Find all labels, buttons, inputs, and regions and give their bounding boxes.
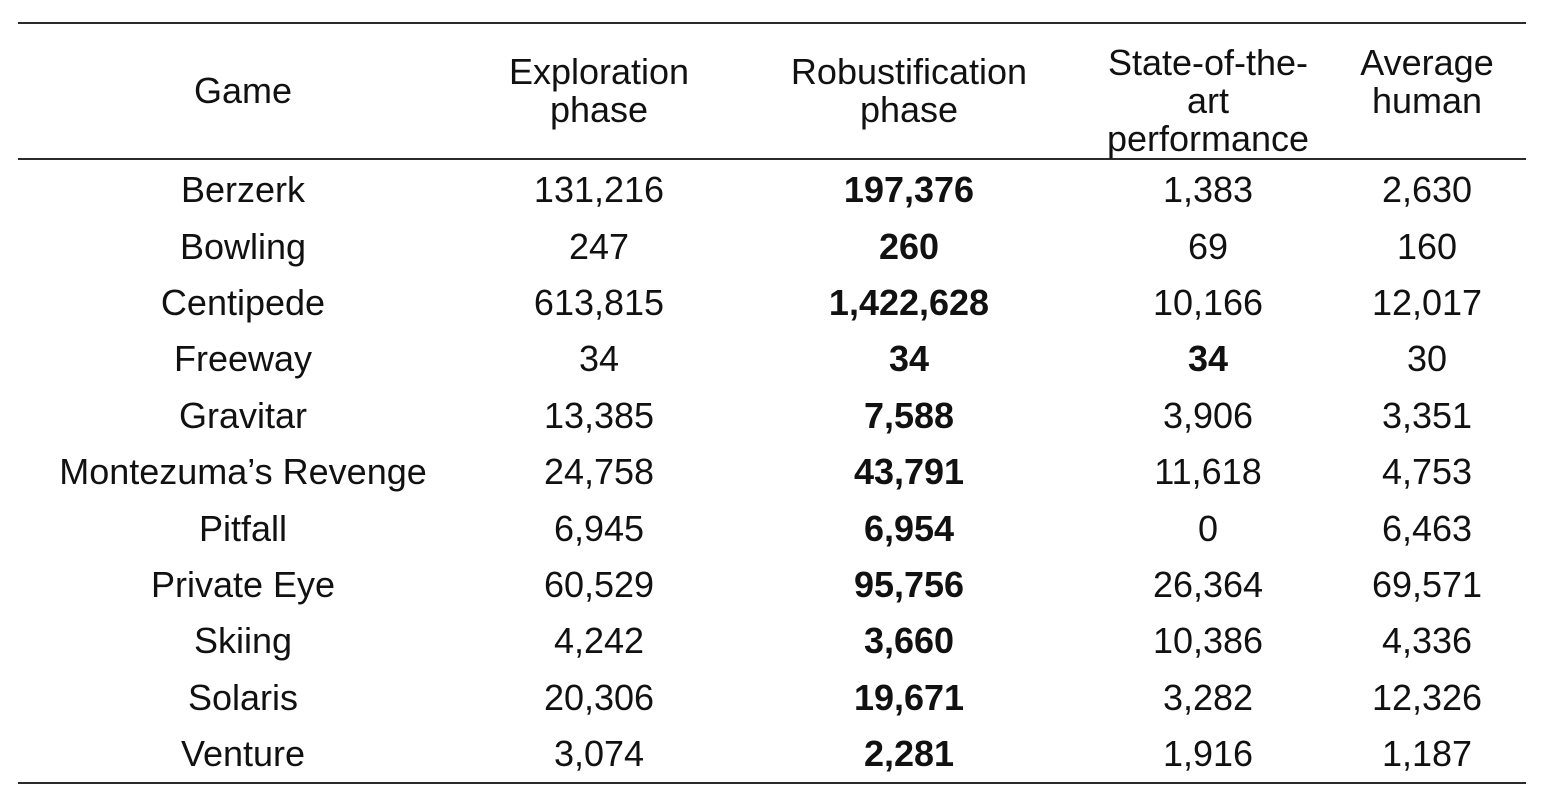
cell-human: 6,463 xyxy=(1381,507,1473,549)
cell-sota: 26,364 xyxy=(1152,563,1264,605)
table-row: Berzerk 131,216 197,376 1,383 2,630 xyxy=(18,159,1526,218)
cell-human: 30 xyxy=(1406,338,1448,380)
cell-exploration: 131,216 xyxy=(533,169,665,211)
cell-robustification: 1,422,628 xyxy=(828,281,990,323)
cell-game: Berzerk xyxy=(180,169,306,211)
cell-sota: 34 xyxy=(1187,338,1229,380)
cell-human: 2,630 xyxy=(1381,169,1473,211)
cell-human: 12,326 xyxy=(1371,676,1483,718)
table-row: Bowling 247 260 69 160 xyxy=(18,218,1526,274)
header-human-line-2: human xyxy=(1371,80,1483,121)
table-row: Gravitar 13,385 7,588 3,906 3,351 xyxy=(18,388,1526,444)
cell-game: Pitfall xyxy=(198,507,288,549)
header-robustification-line-1: Robustification xyxy=(790,51,1028,92)
cell-robustification: 7,588 xyxy=(863,394,955,436)
table-row: Montezuma’s Revenge 24,758 43,791 11,618 4,7… xyxy=(18,444,1526,500)
cell-exploration: 613,815 xyxy=(533,281,665,323)
header-robustification-phase: Robustification phase xyxy=(730,23,1088,159)
cell-human: 4,336 xyxy=(1381,620,1473,662)
header-exploration-line-1: Exploration xyxy=(508,51,690,92)
cell-human: 160 xyxy=(1396,225,1458,267)
results-table: Game Exploration phase Robustification p… xyxy=(18,22,1526,784)
cell-game: Solaris xyxy=(187,676,299,718)
cell-game: Skiing xyxy=(193,620,293,662)
cell-robustification: 3,660 xyxy=(863,620,955,662)
cell-robustification: 95,756 xyxy=(853,563,965,605)
cell-robustification: 197,376 xyxy=(843,169,975,211)
header-average-human: Average human xyxy=(1328,23,1526,159)
results-table-container: Game Exploration phase Robustification p… xyxy=(18,22,1526,784)
header-game: Game xyxy=(18,23,468,159)
table-row: Venture 3,074 2,281 1,916 1,187 xyxy=(18,726,1526,784)
cell-sota: 11,618 xyxy=(1154,451,1262,493)
cell-exploration: 24,758 xyxy=(543,451,655,493)
header-exploration-line-2: phase xyxy=(549,89,649,130)
cell-game: Bowling xyxy=(179,225,307,267)
cell-game: Freeway xyxy=(173,338,313,380)
cell-exploration: 20,306 xyxy=(543,676,655,718)
cell-exploration: 34 xyxy=(578,338,620,380)
cell-human: 12,017 xyxy=(1371,281,1483,323)
cell-exploration: 247 xyxy=(568,225,630,267)
table-row: Centipede 613,815 1,422,628 10,166 12,017 xyxy=(18,275,1526,331)
table-row: Solaris 20,306 19,671 3,282 12,326 xyxy=(18,670,1526,726)
cell-human: 69,571 xyxy=(1371,563,1483,605)
cell-human: 1,187 xyxy=(1381,733,1473,775)
cell-human: 3,351 xyxy=(1381,394,1473,436)
header-row: Game Exploration phase Robustification p… xyxy=(18,23,1526,159)
header-robustification-line-2: phase xyxy=(859,89,959,130)
cell-sota: 1,916 xyxy=(1162,733,1254,775)
cell-robustification: 2,281 xyxy=(863,733,955,775)
table-header: Game Exploration phase Robustification p… xyxy=(18,23,1526,159)
cell-game: Montezuma’s Revenge xyxy=(59,451,427,493)
cell-robustification: 43,791 xyxy=(853,451,965,493)
cell-sota: 10,386 xyxy=(1152,620,1264,662)
cell-game: Gravitar xyxy=(178,394,308,436)
header-game-line-1: Game xyxy=(193,70,293,111)
table-row: Pitfall 6,945 6,954 0 6,463 xyxy=(18,500,1526,556)
cell-robustification: 19,671 xyxy=(853,676,965,718)
header-exploration-phase: Exploration phase xyxy=(468,23,730,159)
cell-sota: 0 xyxy=(1197,507,1219,549)
cell-human: 4,753 xyxy=(1381,451,1473,493)
header-sota-line-2: performance xyxy=(1106,118,1310,159)
cell-sota: 1,383 xyxy=(1162,169,1254,211)
table-row: Private Eye 60,529 95,756 26,364 69,571 xyxy=(18,557,1526,613)
header-sota-line-1: State-of-the-art xyxy=(1107,42,1309,121)
cell-sota: 3,282 xyxy=(1162,676,1254,718)
cell-robustification: 260 xyxy=(878,225,940,267)
cell-exploration: 4,242 xyxy=(553,620,645,662)
header-state-of-the-art: State-of-the-art performance xyxy=(1088,23,1328,159)
header-human-line-1: Average xyxy=(1360,42,1494,83)
cell-exploration: 60,529 xyxy=(543,563,655,605)
cell-robustification: 34 xyxy=(888,338,930,380)
cell-game: Centipede xyxy=(160,281,326,323)
cell-robustification: 6,954 xyxy=(863,507,955,549)
cell-exploration: 13,385 xyxy=(543,394,655,436)
cell-sota: 3,906 xyxy=(1162,394,1254,436)
table-body: Berzerk 131,216 197,376 1,383 2,630 Bowling 24… xyxy=(18,159,1526,784)
cell-exploration: 6,945 xyxy=(553,507,645,549)
table-row: Freeway 34 34 34 30 xyxy=(18,331,1526,387)
cell-game: Venture xyxy=(180,733,306,775)
cell-exploration: 3,074 xyxy=(553,733,645,775)
table-row: Skiing 4,242 3,660 10,386 4,336 xyxy=(18,613,1526,669)
cell-sota: 10,166 xyxy=(1152,281,1264,323)
cell-game: Private Eye xyxy=(150,563,336,605)
cell-sota: 69 xyxy=(1187,225,1229,267)
